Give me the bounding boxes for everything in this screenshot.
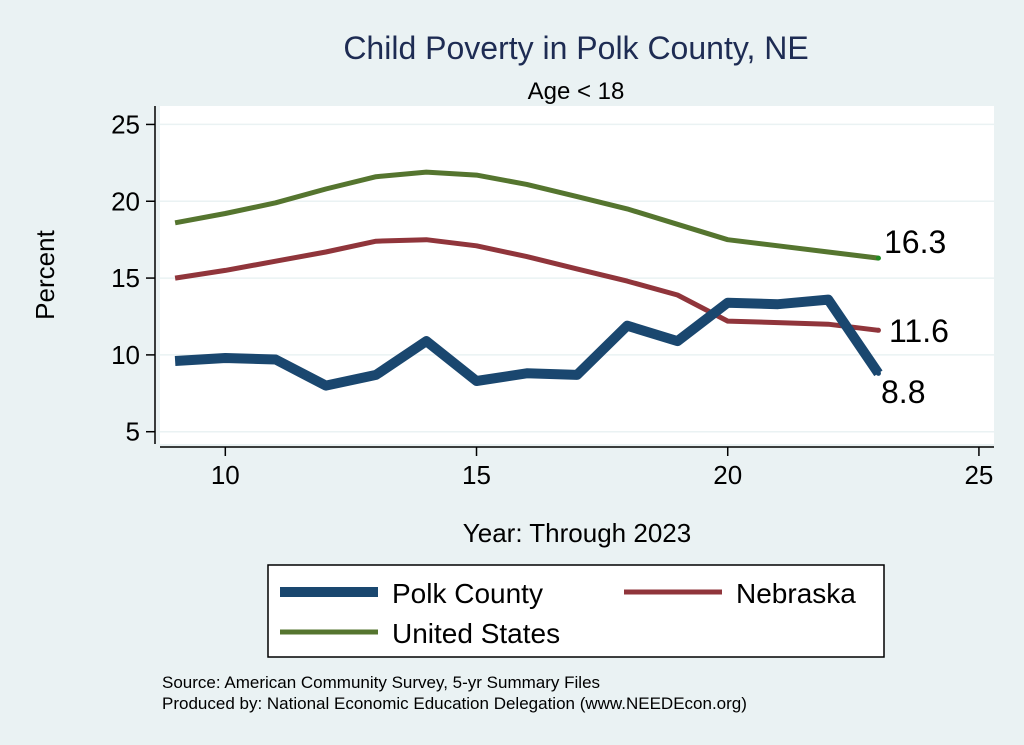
series-endpoint-united-states [875, 255, 881, 261]
chart-subtitle: Age < 18 [528, 78, 625, 105]
y-tick-label-20: 20 [111, 186, 140, 216]
x-tick-label-15: 15 [462, 460, 491, 490]
legend-label-nebraska: Nebraska [736, 578, 856, 609]
series-line-polk-county [174, 294, 883, 391]
x-axis-ticks: 10 15 20 25 [211, 447, 993, 490]
series-endpoint-nebraska [875, 327, 881, 333]
x-tick-label-10: 10 [211, 460, 240, 490]
gridlines [160, 123, 994, 433]
series-line-nebraska [174, 237, 879, 333]
x-axis-title: Year: Through 2023 [463, 518, 691, 548]
source-note: Source: American Community Survey, 5-yr … [162, 673, 600, 692]
plot-area [160, 106, 994, 444]
series-line-united-states [174, 169, 879, 261]
y-tick-label-25: 25 [111, 109, 140, 139]
chart-title: Child Poverty in Polk County, NE [343, 30, 808, 66]
legend-label-polk-county: Polk County [392, 578, 543, 609]
end-label-nebraska: 11.6 [889, 313, 949, 349]
series-layer [174, 169, 883, 391]
y-axis-title: Percent [30, 229, 60, 319]
y-tick-label-10: 10 [111, 340, 140, 370]
x-tick-label-20: 20 [713, 460, 742, 490]
y-tick-label-5: 5 [126, 417, 140, 447]
y-axis-ticks: 5 10 15 20 25 [111, 109, 155, 447]
legend-label-united-states: United States [392, 618, 560, 649]
end-label-united-states: 16.3 [884, 224, 946, 260]
x-tick-label-25: 25 [964, 460, 993, 490]
end-label-polk-county: 8.8 [881, 374, 925, 410]
series-endpoint-polk-county [875, 370, 881, 376]
y-tick-label-15: 15 [111, 263, 140, 293]
produced-by-note: Produced by: National Economic Education… [162, 694, 747, 713]
legend [267, 564, 885, 658]
